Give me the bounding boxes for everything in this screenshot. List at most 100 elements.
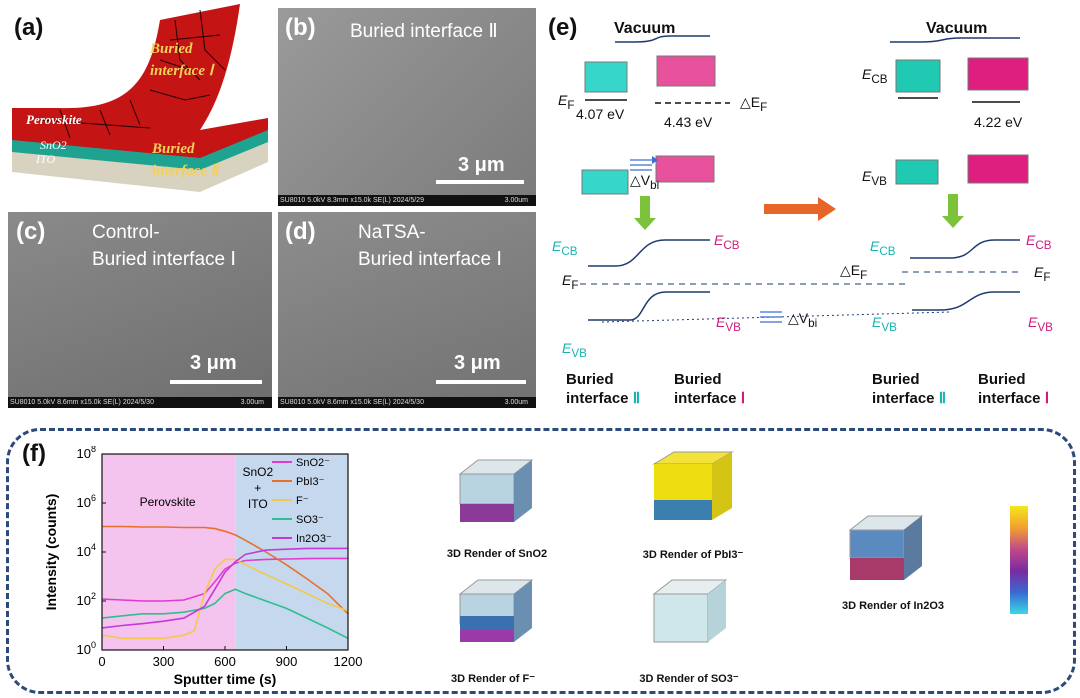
evb-label-top: EVB: [862, 168, 887, 188]
ef-symbol: E: [558, 92, 568, 108]
ecb-left-sub: CB: [561, 244, 578, 258]
x-tick-label-4: 1200: [334, 654, 363, 669]
cap-l3b: Ⅱ: [938, 390, 947, 407]
buried-interface-1-caption-left: Buried interface Ⅰ: [674, 370, 745, 408]
y-tick-label-2: 104: [77, 542, 96, 559]
series-line-4: [101, 547, 348, 629]
ef-right-sub: F: [1043, 270, 1051, 284]
evb-rt-symbol: E: [872, 314, 882, 330]
sem-c-footer: SU8010 5.0kV 8.6mm x15.0k SE(L) 2024/5/3…: [8, 397, 272, 408]
perovskite-band-box-left: [656, 55, 716, 87]
legend-label-2: F⁻: [296, 495, 309, 507]
vacuum-label-left: Vacuum: [614, 20, 676, 37]
sem-d-footer-text: SU8010 5.0kV 8.6mm x15.0k SE(L) 2024/5/3…: [280, 399, 424, 406]
buried-interface-2-caption-right: Buried interface Ⅱ: [872, 370, 946, 408]
sem-image-b: Buried interface Ⅱ 3 μm SU8010 5.0kV 8.3…: [278, 8, 536, 206]
y-tick-label-3: 106: [77, 493, 96, 510]
sem-c-scalebar: [170, 380, 262, 384]
work-function-3: 4.22 eV: [974, 114, 1023, 130]
work-function-2: 4.43 eV: [664, 114, 713, 130]
ef-mid-sub: F: [571, 278, 579, 292]
evb-rm-symbol: E: [1028, 314, 1038, 330]
buried-interface-1-caption-right: Buried interface Ⅰ: [978, 370, 1049, 408]
cap-l1: Buried: [566, 371, 614, 388]
delta-v-text: △V: [630, 172, 651, 188]
sem-b-footer-right: 3.00um: [504, 197, 528, 204]
x-tick-label-0: 0: [98, 654, 105, 669]
ito-layer-label: ITO: [36, 152, 56, 166]
sem-c-footer-right: 3.00um: [240, 399, 264, 406]
x-tick-label-2: 600: [214, 654, 236, 669]
sem-c-title-2: Buried interface Ⅰ: [92, 249, 236, 270]
ecb-left-magenta: ECB: [714, 232, 740, 252]
render-caption-f: 3D Render of F⁻: [450, 673, 536, 685]
evb-right-magenta: EVB: [1028, 314, 1053, 334]
sem-d-scalebar: [436, 380, 526, 384]
ecb-left-symbol: E: [552, 238, 562, 254]
x-axis-label: Sputter time (s): [174, 671, 277, 687]
delta-ef-label-top: △EF: [740, 94, 767, 114]
delta-ef-text: △E: [740, 94, 761, 110]
delta-vbi-label-top: △Vbi: [630, 172, 659, 192]
evb-mm-symbol: E: [716, 314, 726, 330]
vacuum-label-right: Vacuum: [926, 20, 988, 37]
legend-label-3: SO3⁻: [296, 514, 324, 526]
sem-b-scalebar: [436, 180, 524, 184]
tof-sims-chart: Perovskite SnO2 + ITO 0 300 600 900 1200 100 102 10…: [43, 446, 363, 687]
legend-label-4: In2O3⁻: [296, 533, 332, 545]
region-label-sno2-ito-0: SnO2: [242, 465, 273, 479]
region-label-sno2-ito-2: ITO: [248, 497, 268, 511]
vacuum-level-right: [890, 37, 1020, 43]
ecb-subscript: CB: [871, 72, 888, 86]
render-in2o3-cube: [848, 515, 924, 580]
ecb-rm-sub: CB: [1035, 238, 1052, 252]
ecb-mag-sub: CB: [723, 238, 740, 252]
delta-v-bottom-text: △V: [788, 310, 809, 326]
ef-label-right: EF: [1034, 264, 1050, 284]
panel-d-label: (d): [285, 218, 316, 245]
series-line-2: [101, 558, 349, 640]
perovskite-band-box-right: [967, 57, 1029, 91]
transition-arrow: [764, 197, 836, 221]
sem-c-footer-text: SU8010 5.0kV 8.6mm x15.0k SE(L) 2024/5/3…: [10, 399, 154, 406]
ef-label-left: EF: [558, 92, 574, 112]
panel-c-label: (c): [16, 218, 46, 245]
ef-subscript: F: [567, 98, 575, 112]
delta-vbi-label-bottom: △Vbi: [788, 310, 817, 330]
cap-r2: interface: [674, 390, 737, 407]
series-line-3: [101, 588, 349, 640]
ecb-rm-symbol: E: [1026, 232, 1036, 248]
panel-e-label: (e): [548, 14, 578, 41]
x-tick-label-3: 900: [276, 654, 298, 669]
cap-r3b: Ⅰ: [1044, 390, 1050, 407]
ecb-left-teal: ECB: [552, 238, 578, 258]
ecb-label-top: ECB: [862, 66, 888, 86]
ef-mid-symbol: E: [562, 272, 572, 288]
ef-label-mid: EF: [562, 272, 578, 292]
render-caption-in2o3: 3D Render of In2O3: [841, 600, 945, 612]
evb-right-teal: EVB: [872, 314, 897, 334]
y-tick-label-1: 102: [77, 591, 96, 608]
sno2-layer-label: SnO2: [40, 138, 67, 152]
ecb-mag-symbol: E: [714, 232, 724, 248]
sem-b-title: Buried interface Ⅱ: [350, 21, 498, 42]
cap-r2b: interface: [978, 390, 1041, 407]
delta-ef-mid-text: △E: [840, 262, 861, 278]
region-label-sno2-ito-1: +: [254, 481, 261, 495]
panel-b-label: (b): [285, 14, 316, 41]
render-colorbar: [1010, 506, 1028, 614]
cap-r3: Ⅰ: [740, 390, 746, 407]
render-caption-pbi3: 3D Render of PbI3⁻: [642, 549, 744, 561]
render-so3-cube: [652, 579, 728, 643]
delta-v-sub: bi: [650, 178, 660, 192]
cap-l2: interface: [566, 390, 629, 407]
perovskite-region: [102, 454, 236, 650]
panel-a-label: (a): [14, 14, 44, 41]
panel-a-schematic: [12, 4, 268, 192]
sem-d-footer: SU8010 5.0kV 8.6mm x15.0k SE(L) 2024/5/3…: [278, 397, 536, 408]
ecb-right-magenta: ECB: [1026, 232, 1052, 252]
sem-c-title-1: Control-: [92, 222, 160, 243]
sem-image-d: NaTSA- Buried interface Ⅰ 3 μm SU8010 5.…: [278, 212, 536, 408]
sem-d-title-1: NaTSA-: [358, 222, 426, 243]
evb-left-teal: EVB: [562, 340, 587, 360]
